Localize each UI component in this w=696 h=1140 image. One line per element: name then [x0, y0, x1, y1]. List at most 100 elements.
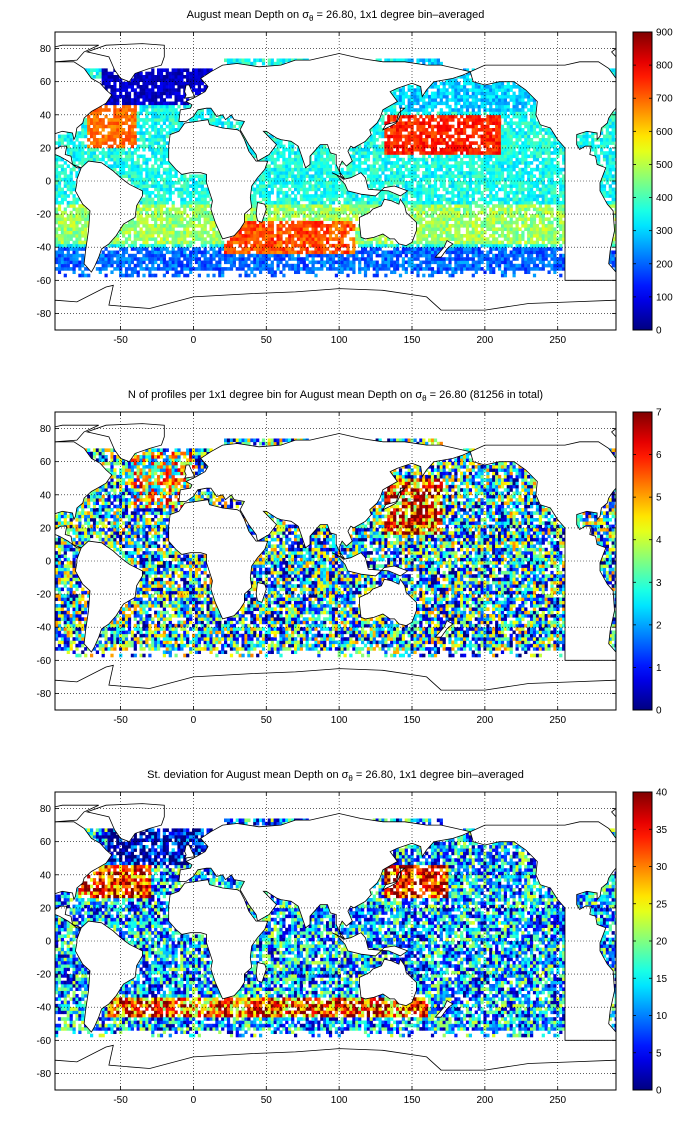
data-cell — [229, 243, 234, 248]
data-cell — [358, 144, 362, 149]
data-cell — [562, 207, 566, 212]
data-cell — [372, 131, 376, 135]
data-cell — [276, 194, 280, 198]
data-cell — [401, 263, 406, 268]
data-cell — [130, 131, 135, 135]
data-cell — [358, 200, 362, 205]
data-cell — [541, 151, 545, 155]
data-cell — [454, 154, 458, 159]
data-cell — [288, 141, 292, 145]
data-cell — [436, 214, 441, 218]
data-cell — [387, 167, 391, 172]
data-cell — [463, 144, 467, 149]
data-cell — [218, 260, 222, 265]
data-cell — [541, 257, 545, 261]
data-cell — [401, 197, 406, 202]
data-cell — [209, 227, 213, 232]
data-cell — [127, 263, 132, 268]
data-cell — [369, 184, 373, 188]
data-cell — [355, 214, 359, 218]
data-cell — [524, 144, 528, 149]
data-cell — [547, 161, 551, 165]
data-cell — [541, 217, 545, 222]
data-cell — [614, 230, 616, 235]
data-cell — [69, 151, 73, 155]
data-cell — [527, 181, 531, 185]
data-cell — [81, 247, 85, 251]
data-cell — [387, 197, 391, 202]
data-cell — [57, 184, 62, 188]
data-cell — [87, 217, 91, 222]
data-cell — [492, 267, 496, 271]
data-cell — [186, 260, 190, 265]
data-cell — [279, 230, 283, 235]
data-cell — [340, 243, 344, 248]
data-cell — [463, 194, 467, 198]
data-cell — [177, 263, 181, 268]
data-cell — [498, 250, 502, 255]
data-cell — [369, 134, 373, 139]
data-cell — [553, 147, 557, 152]
data-cell — [294, 243, 298, 248]
data-cell — [471, 147, 475, 152]
data-cell — [247, 220, 251, 225]
data-cell — [428, 144, 432, 149]
data-cell — [81, 151, 85, 155]
data-cell — [139, 247, 143, 251]
data-cell — [471, 167, 475, 172]
data-cell — [416, 270, 420, 275]
data-cell — [294, 250, 298, 255]
data-cell — [226, 250, 231, 255]
data-cell — [547, 134, 551, 139]
data-cell — [483, 224, 487, 228]
data-cell — [130, 161, 135, 165]
data-cell — [553, 257, 557, 261]
data-cell — [308, 207, 312, 212]
data-cell — [521, 224, 525, 228]
data-cell — [282, 177, 286, 182]
data-cell — [439, 270, 443, 275]
data-cell — [422, 147, 426, 152]
data-cell — [320, 263, 324, 268]
data-cell — [197, 184, 202, 188]
data-cell — [404, 250, 408, 255]
data-cell — [162, 260, 167, 265]
data-cell — [139, 164, 143, 169]
data-cell — [189, 197, 193, 202]
data-cell — [375, 177, 379, 182]
data-cell — [221, 270, 225, 275]
data-cell — [253, 234, 257, 238]
data-cell — [439, 164, 443, 169]
data-cell — [477, 147, 481, 152]
data-cell — [320, 250, 324, 255]
data-cell — [189, 263, 193, 268]
data-cell — [165, 260, 169, 265]
data-cell — [477, 187, 481, 192]
data-cell — [282, 167, 286, 172]
data-cell — [381, 141, 385, 145]
data-cell — [439, 210, 443, 215]
data-cell — [538, 161, 543, 165]
data-cell — [197, 210, 202, 215]
data-cell — [465, 210, 470, 215]
data-cell — [451, 171, 455, 175]
data-cell — [270, 220, 274, 225]
data-cell — [285, 174, 289, 179]
data-cell — [142, 257, 146, 261]
data-cell — [253, 197, 257, 202]
data-cell — [448, 217, 452, 222]
data-cell — [334, 187, 339, 192]
data-cell — [294, 164, 298, 169]
data-cell — [264, 267, 269, 271]
data-cell — [361, 250, 365, 255]
data-cell — [139, 227, 143, 232]
data-cell — [547, 270, 551, 275]
data-cell — [460, 217, 464, 222]
data-cell — [538, 260, 543, 265]
data-cell — [384, 161, 388, 165]
data-cell — [576, 141, 580, 145]
data-cell — [375, 144, 379, 149]
data-cell — [474, 267, 478, 271]
data-cell — [317, 220, 321, 225]
data-cell — [416, 267, 420, 271]
